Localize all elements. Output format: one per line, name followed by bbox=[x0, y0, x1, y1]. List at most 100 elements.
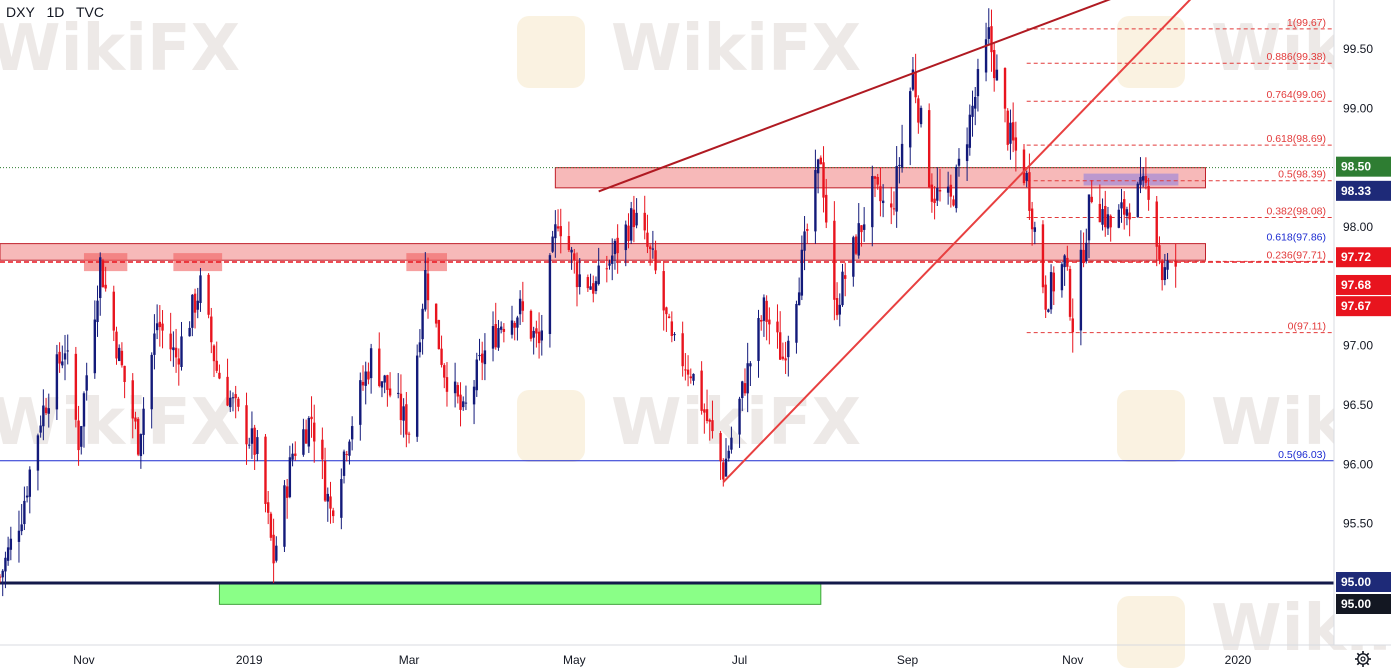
candle-body bbox=[968, 114, 972, 148]
candle-body bbox=[898, 164, 901, 166]
candle-body bbox=[795, 303, 798, 343]
candle-body bbox=[624, 224, 627, 251]
candle-body bbox=[350, 426, 354, 440]
price-axis[interactable] bbox=[1334, 0, 1391, 645]
candle-body bbox=[1147, 185, 1150, 200]
candle-body bbox=[237, 398, 240, 407]
candle-body bbox=[1033, 227, 1037, 232]
candle-body bbox=[212, 345, 216, 362]
candle-body bbox=[378, 348, 381, 386]
trendline-lower-channel bbox=[722, 0, 1192, 483]
candle-body bbox=[218, 372, 221, 379]
candle-body bbox=[283, 485, 286, 547]
candle-body bbox=[153, 333, 156, 355]
price-badge-97-68 bbox=[1336, 274, 1391, 295]
candle-body bbox=[841, 271, 844, 306]
candle-body bbox=[1030, 208, 1034, 230]
candle-body bbox=[39, 425, 42, 433]
candle-body bbox=[20, 524, 23, 532]
candle-body bbox=[348, 441, 351, 456]
candle-body bbox=[635, 212, 638, 226]
candle-body bbox=[174, 347, 178, 358]
candle-body bbox=[1006, 110, 1009, 145]
time-tick-label: Nov bbox=[73, 653, 94, 667]
candle-body bbox=[123, 365, 126, 382]
candle-body bbox=[608, 263, 611, 266]
candle-body bbox=[1144, 176, 1148, 183]
candle-body bbox=[1052, 272, 1055, 292]
fib-label-0: 0(97.11) bbox=[1288, 321, 1326, 333]
price-badges: 98.50 98.33 97.72 97.68 97.67 95.00 95.00 bbox=[1336, 156, 1391, 614]
price-badge-97-72 bbox=[1336, 247, 1391, 268]
candle-body bbox=[532, 330, 535, 338]
candle-body bbox=[822, 162, 825, 198]
candle-body bbox=[1044, 284, 1047, 310]
candle-body bbox=[388, 388, 392, 396]
candle-body bbox=[483, 350, 487, 365]
candle-body bbox=[499, 326, 503, 330]
candle-body bbox=[616, 237, 619, 254]
candle-body bbox=[326, 493, 329, 502]
candle-body bbox=[1106, 214, 1110, 229]
candle-body bbox=[99, 257, 102, 299]
candle-body bbox=[825, 194, 828, 223]
candle-body bbox=[518, 298, 522, 315]
fib-label-0.5: 0.5(98.39) bbox=[1278, 169, 1326, 181]
candle-body bbox=[1028, 172, 1031, 211]
candle-body bbox=[117, 347, 121, 362]
settings-gear-icon[interactable] bbox=[1355, 651, 1371, 667]
candle-body bbox=[1160, 261, 1164, 281]
fib-label-long-0.5: 0.5(96.03) bbox=[1278, 449, 1326, 461]
candle-body bbox=[787, 340, 790, 358]
candle-body bbox=[1009, 122, 1012, 144]
candle-body bbox=[23, 500, 26, 525]
candle-body bbox=[285, 486, 289, 498]
candle-body bbox=[879, 186, 882, 202]
candle-body bbox=[399, 393, 403, 421]
candle-body bbox=[852, 237, 855, 277]
fib-label-1: 1(99.67) bbox=[1287, 17, 1326, 29]
candle-body bbox=[835, 298, 839, 316]
watermark-logo-icon bbox=[1117, 596, 1185, 668]
candle-body bbox=[386, 375, 389, 390]
candle-body bbox=[919, 107, 923, 125]
price-badge-label: 97.67 bbox=[1341, 299, 1371, 313]
candle-body bbox=[169, 333, 172, 350]
candle-body bbox=[459, 394, 462, 410]
candle-body bbox=[1117, 209, 1121, 228]
candle-body bbox=[730, 437, 733, 450]
candle-body bbox=[933, 198, 936, 204]
fib-label-0.236: 0.236(97.71) bbox=[1266, 249, 1326, 261]
zone-support-resistance-zone bbox=[0, 243, 1206, 261]
candle-body bbox=[264, 436, 267, 504]
candle-body bbox=[332, 510, 335, 517]
candle-body bbox=[1104, 205, 1107, 228]
candle-body bbox=[361, 381, 365, 386]
candle-body bbox=[854, 236, 858, 254]
candle-body bbox=[359, 380, 362, 425]
candle-body bbox=[873, 176, 877, 179]
fib-label-0.382: 0.382(98.08) bbox=[1266, 206, 1326, 218]
candle-body bbox=[6, 547, 10, 561]
candle-body bbox=[911, 69, 915, 90]
candle-body bbox=[862, 224, 866, 230]
candle-body bbox=[1141, 176, 1145, 181]
candle-body bbox=[180, 336, 183, 367]
candle-body bbox=[415, 355, 419, 437]
candle-body bbox=[843, 275, 847, 279]
candle-body bbox=[984, 39, 988, 73]
candle-body bbox=[1109, 215, 1112, 228]
candle-body bbox=[443, 365, 446, 378]
candle-body bbox=[890, 203, 893, 208]
fibonacci-layer: 1(99.67) 0.886(99.38) 0.764(99.06) 0.618(98… bbox=[1026, 17, 1334, 461]
candle-body bbox=[383, 375, 386, 383]
candle-body bbox=[681, 333, 684, 367]
candle-body bbox=[207, 274, 210, 315]
candle-body bbox=[662, 271, 665, 311]
price-badge-95-00 bbox=[1336, 572, 1391, 592]
candle-body bbox=[342, 451, 346, 476]
candle-body bbox=[1085, 242, 1088, 262]
candle-body bbox=[1025, 172, 1028, 181]
candle-body bbox=[857, 223, 860, 256]
